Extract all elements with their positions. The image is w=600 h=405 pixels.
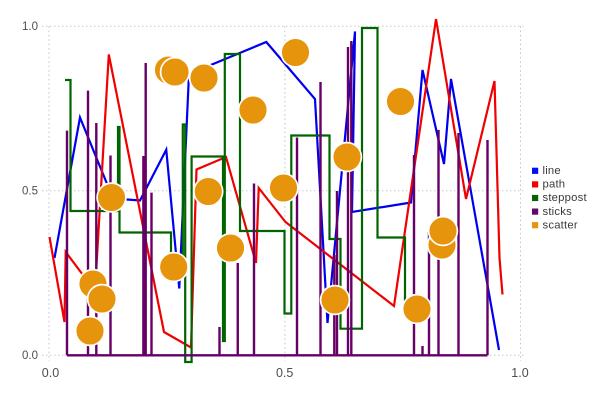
svg-text:steppost: steppost bbox=[543, 192, 588, 204]
svg-text:0.5: 0.5 bbox=[276, 366, 293, 380]
svg-text:1.0: 1.0 bbox=[22, 21, 38, 33]
svg-text:0.0: 0.0 bbox=[42, 366, 59, 380]
svg-text:path: path bbox=[543, 179, 566, 191]
svg-text:line: line bbox=[543, 165, 561, 177]
svg-text:0.0: 0.0 bbox=[22, 350, 38, 362]
svg-text:sticks: sticks bbox=[543, 206, 573, 218]
svg-text:1.0: 1.0 bbox=[511, 366, 528, 380]
svg-text:scatter: scatter bbox=[543, 219, 578, 231]
svg-text:0.5: 0.5 bbox=[22, 186, 38, 198]
